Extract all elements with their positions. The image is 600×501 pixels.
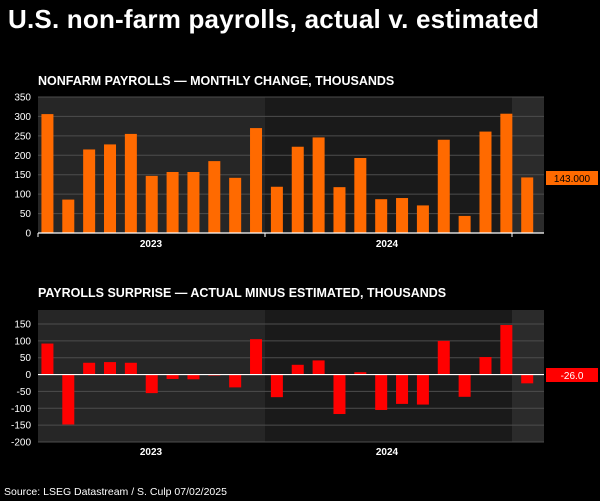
payrolls-bar bbox=[333, 187, 346, 233]
surprise-year-label: 2024 bbox=[376, 447, 399, 458]
payrolls-bar bbox=[312, 137, 325, 233]
surprise-title: PAYROLLS SURPRISE — ACTUAL MINUS ESTIMAT… bbox=[38, 286, 446, 300]
payrolls-ytick-label: 100 bbox=[14, 190, 31, 201]
payrolls-last-value-label: 143.000 bbox=[554, 174, 591, 185]
surprise-bar bbox=[62, 374, 75, 425]
surprise-bar bbox=[145, 374, 158, 394]
payrolls-bar bbox=[166, 171, 179, 233]
payrolls-bar bbox=[83, 149, 96, 233]
surprise-bar bbox=[354, 372, 367, 375]
surprise-ytick-label: 150 bbox=[14, 320, 31, 331]
surprise-last-value-label: -26.0 bbox=[561, 371, 584, 382]
surprise-bar bbox=[250, 339, 263, 375]
payrolls-panel: NONFARM PAYROLLS — MONTHLY CHANGE, THOUS… bbox=[14, 74, 598, 250]
source-note: Source: LSEG Datastream / S. Culp 07/02/… bbox=[4, 486, 227, 498]
surprise-ytick-label: -50 bbox=[17, 387, 32, 398]
payrolls-bar bbox=[104, 144, 117, 233]
payrolls-bar bbox=[375, 199, 388, 233]
surprise-bar bbox=[229, 374, 242, 388]
surprise-bar bbox=[124, 362, 137, 375]
surprise-bar bbox=[396, 374, 409, 404]
payrolls-bar bbox=[500, 113, 513, 233]
surprise-bar bbox=[270, 374, 283, 398]
payrolls-last-value-badge bbox=[546, 171, 598, 185]
payrolls-bg-year2 bbox=[265, 97, 512, 233]
surprise-bar bbox=[333, 374, 346, 415]
surprise-bar bbox=[437, 340, 450, 375]
surprise-bar bbox=[416, 374, 429, 405]
payrolls-bar bbox=[250, 128, 263, 233]
main-title: U.S. non-farm payrolls, actual v. estima… bbox=[8, 4, 540, 34]
payrolls-bar bbox=[458, 215, 471, 233]
payrolls-bar bbox=[479, 131, 492, 233]
payrolls-bar bbox=[145, 175, 158, 233]
payrolls-bar bbox=[270, 186, 283, 233]
surprise-bar bbox=[187, 374, 200, 380]
payrolls-year-label: 2023 bbox=[140, 239, 163, 250]
payrolls-year-label: 2024 bbox=[376, 239, 399, 250]
payrolls-ytick-label: 350 bbox=[14, 93, 31, 104]
payrolls-bar bbox=[187, 171, 200, 233]
surprise-last-value-badge bbox=[546, 368, 598, 382]
payrolls-bar bbox=[437, 139, 450, 233]
surprise-bar bbox=[83, 362, 96, 375]
surprise-bar bbox=[312, 360, 325, 375]
surprise-ytick-label: 0 bbox=[25, 370, 31, 381]
surprise-bar bbox=[104, 362, 117, 375]
surprise-year-label: 2023 bbox=[140, 447, 163, 458]
payrolls-bar bbox=[229, 177, 242, 233]
payrolls-bar bbox=[124, 133, 137, 233]
surprise-ytick-label: 50 bbox=[20, 353, 32, 364]
payrolls-ytick-label: 200 bbox=[14, 151, 31, 162]
payrolls-bar bbox=[291, 146, 304, 233]
surprise-ytick-label: -200 bbox=[11, 438, 31, 449]
payrolls-bar bbox=[354, 158, 367, 233]
payrolls-bar bbox=[41, 114, 54, 233]
payrolls-ytick-label: 250 bbox=[14, 131, 31, 142]
payrolls-ytick-label: 300 bbox=[14, 112, 31, 123]
surprise-bar bbox=[521, 374, 534, 384]
payrolls-title: NONFARM PAYROLLS — MONTHLY CHANGE, THOUS… bbox=[38, 74, 394, 88]
surprise-bar bbox=[375, 374, 388, 410]
payrolls-ytick-label: 50 bbox=[20, 209, 32, 220]
surprise-ytick-label: -150 bbox=[11, 421, 31, 432]
surprise-bar bbox=[166, 374, 179, 379]
surprise-panel: PAYROLLS SURPRISE — ACTUAL MINUS ESTIMAT… bbox=[11, 286, 598, 458]
payrolls-ytick-label: 0 bbox=[25, 229, 31, 240]
payrolls-bar bbox=[396, 198, 409, 233]
surprise-ytick-label: -100 bbox=[11, 404, 31, 415]
payrolls-bar bbox=[208, 161, 221, 233]
surprise-ytick-label: 100 bbox=[14, 336, 31, 347]
payrolls-ytick-label: 150 bbox=[14, 170, 31, 181]
surprise-bar bbox=[479, 357, 492, 375]
surprise-bar bbox=[458, 374, 471, 397]
surprise-bar bbox=[41, 343, 54, 375]
surprise-bar bbox=[500, 325, 513, 375]
surprise-bar bbox=[291, 364, 304, 375]
payrolls-bar bbox=[521, 177, 534, 233]
surprise-bg-year2 bbox=[265, 310, 512, 442]
payrolls-bar bbox=[416, 205, 429, 233]
payrolls-bar bbox=[62, 199, 75, 233]
